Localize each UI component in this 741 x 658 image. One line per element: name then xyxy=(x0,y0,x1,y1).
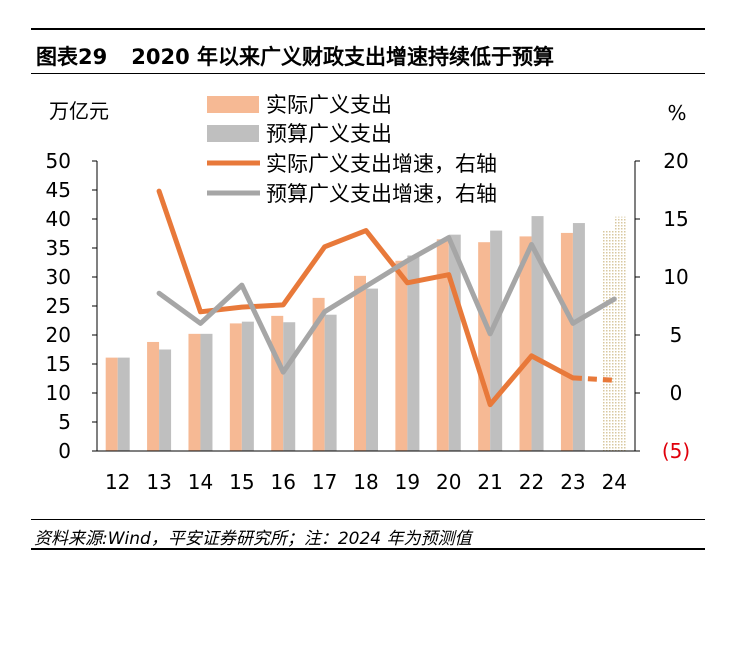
y-left-tick-label: 50 xyxy=(46,149,71,173)
top-rule xyxy=(31,28,705,30)
actual-bar-16 xyxy=(271,315,284,451)
actual-bar-20 xyxy=(436,239,449,451)
y-right-tick-label: 15 xyxy=(663,207,688,231)
x-tick-label: 14 xyxy=(188,470,213,494)
figure-title-text: 2020 年以来广义财政支出增速持续低于预算 xyxy=(131,45,554,69)
budget-bar-22 xyxy=(531,216,544,451)
x-tick-label: 12 xyxy=(105,470,130,494)
actual-bar-22 xyxy=(519,236,532,451)
x-tick-label: 23 xyxy=(560,470,585,494)
budget-bar-13 xyxy=(159,349,172,451)
y-left-tick-label: 25 xyxy=(46,294,71,318)
y-right-tick-label: 5 xyxy=(670,323,683,347)
legend-label-2: 实际广义支出增速，右轴 xyxy=(266,152,497,176)
bottom-rule xyxy=(31,548,705,550)
actual-bar-15 xyxy=(229,323,242,451)
y-left-tick-label: 20 xyxy=(46,323,71,347)
actual-bar-14 xyxy=(188,333,201,451)
y-left-tick-label: 0 xyxy=(58,439,71,463)
legend-label-0: 实际广义支出 xyxy=(266,93,392,117)
x-tick-label: 21 xyxy=(477,470,502,494)
bars-layer xyxy=(105,216,627,451)
source-note: 资料来源:Wind，平安证券研究所；注：2024 年为预测值 xyxy=(34,529,472,549)
actual-bar-17 xyxy=(312,297,325,451)
y-left-tick-label: 10 xyxy=(46,381,71,405)
legend-swatch-0 xyxy=(207,96,259,113)
x-tick-label: 22 xyxy=(519,470,544,494)
actual-bar-19 xyxy=(395,260,408,451)
chart: 0 5 10 15 20 25 30 35 40 45 50 (5) 0 5 10 15 20 12 13 14 15 1… xyxy=(46,93,691,494)
y-right-tick-label: 20 xyxy=(663,149,688,173)
budget-bar-14 xyxy=(200,333,213,451)
budget-bar-23 xyxy=(572,223,585,451)
y-left-unit-label: 万亿元 xyxy=(49,99,109,123)
axes-layer: 0 5 10 15 20 25 30 35 40 45 50 (5) 0 5 10 15 20 12 13 14 15 1… xyxy=(46,99,691,494)
x-tick-label: 15 xyxy=(229,470,254,494)
source-rule-top xyxy=(31,519,705,520)
y-left-tick-label: 35 xyxy=(46,236,71,260)
actual-bar-12 xyxy=(105,357,118,451)
y-right-unit-label: % xyxy=(667,101,686,125)
y-right-tick-label: 10 xyxy=(663,265,688,289)
figure-title: 图表29 2020 年以来广义财政支出增速持续低于预算 xyxy=(36,41,554,71)
y-left-tick-label: 15 xyxy=(46,352,71,376)
budget-bar-18 xyxy=(366,288,378,451)
actual-bar-24 xyxy=(602,230,615,451)
actual-growth-line-forecast xyxy=(572,375,615,383)
x-tick-label: 13 xyxy=(146,470,171,494)
budget-bar-15 xyxy=(241,321,254,451)
y-right-tick-label: (5) xyxy=(662,439,690,463)
x-tick-label: 24 xyxy=(602,470,627,494)
y-right-tick-label: 0 xyxy=(670,381,683,405)
actual-bar-23 xyxy=(560,232,573,451)
actual-growth-line xyxy=(156,188,576,408)
x-tick-label: 17 xyxy=(312,470,337,494)
lines-layer xyxy=(156,188,617,408)
legend-swatch-1 xyxy=(207,125,259,142)
figure-number: 图表29 xyxy=(36,45,108,69)
budget-bar-17 xyxy=(324,314,337,451)
title-rule xyxy=(31,73,705,74)
actual-bar-21 xyxy=(478,242,491,451)
x-tick-label: 19 xyxy=(395,470,420,494)
y-left-tick-label: 45 xyxy=(46,178,71,202)
y-left-tick-label: 5 xyxy=(58,410,71,434)
budget-bar-12 xyxy=(117,357,130,451)
y-left-tick-label: 30 xyxy=(46,265,71,289)
legend-label-3: 预算广义支出增速，右轴 xyxy=(266,182,497,206)
budget-bar-19 xyxy=(407,255,420,451)
legend-label-1: 预算广义支出 xyxy=(266,122,392,146)
actual-bar-13 xyxy=(147,341,160,451)
y-left-tick-label: 40 xyxy=(46,207,71,231)
x-tick-label: 20 xyxy=(436,470,461,494)
budget-growth-line xyxy=(156,235,617,375)
budget-bar-24 xyxy=(614,216,627,451)
x-tick-label: 16 xyxy=(271,470,296,494)
budget-bar-16 xyxy=(283,322,296,451)
x-tick-label: 18 xyxy=(353,470,378,494)
actual-bar-18 xyxy=(354,275,366,451)
budget-bar-21 xyxy=(490,230,503,451)
